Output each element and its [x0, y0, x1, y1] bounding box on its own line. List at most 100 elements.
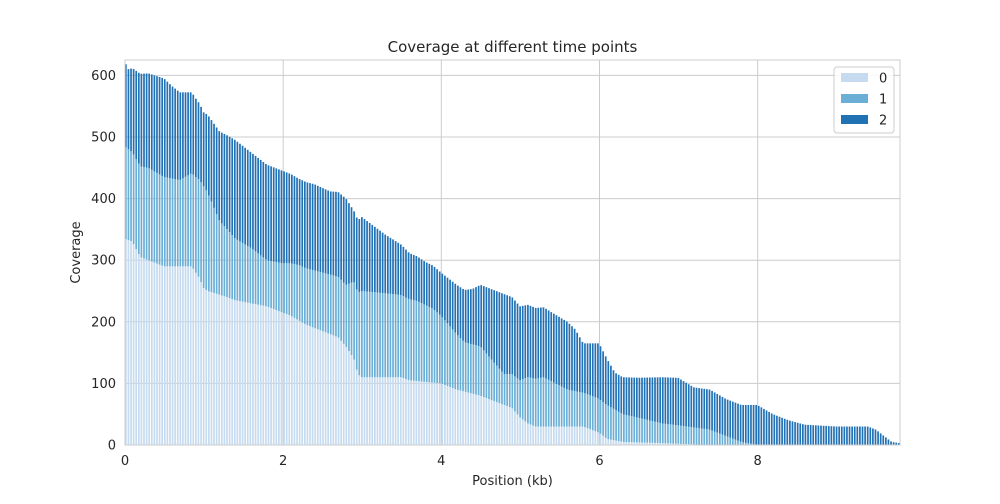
bar-segment-2	[296, 178, 298, 265]
bar-stack	[506, 295, 508, 445]
bar-stack	[312, 184, 314, 445]
bar-segment-1	[410, 300, 412, 381]
bar-stack	[211, 120, 213, 445]
bar-segment-2	[820, 426, 822, 445]
bar-segment-2	[677, 378, 679, 425]
bar-segment-2	[514, 301, 516, 377]
bar-stack	[571, 326, 573, 445]
bar-stack	[265, 164, 267, 445]
bar-segment-1	[301, 267, 303, 323]
bar-segment-1	[260, 255, 262, 305]
bar-segment-2	[449, 280, 451, 327]
bar-stack	[802, 424, 804, 445]
bar-segment-1	[631, 416, 633, 442]
bar-stack	[143, 74, 145, 445]
bar-stack	[677, 378, 679, 445]
bar-segment-2	[473, 288, 475, 344]
bar-stack	[221, 133, 223, 445]
bar-segment-0	[278, 311, 280, 445]
bar-segment-2	[416, 256, 418, 301]
bar-segment-2	[665, 377, 667, 423]
bar-segment-2	[255, 156, 257, 251]
bar-segment-2	[735, 403, 737, 440]
bar-segment-0	[299, 321, 301, 445]
bar-segment-1	[714, 432, 716, 445]
bar-stack	[291, 175, 293, 445]
bar-stack	[696, 388, 698, 445]
bar-segment-2	[649, 377, 651, 420]
bar-segment-1	[174, 179, 176, 266]
bar-stack	[844, 427, 846, 445]
bar-stack	[530, 306, 532, 445]
bar-stack	[167, 82, 169, 445]
bar-segment-0	[530, 424, 532, 445]
bar-segment-1	[146, 167, 148, 259]
bar-segment-2	[631, 378, 633, 417]
bar-segment-1	[257, 253, 259, 304]
bar-segment-2	[885, 437, 887, 445]
bar-segment-0	[553, 427, 555, 445]
bar-segment-1	[374, 292, 376, 377]
bar-stack	[519, 306, 521, 445]
bar-stack	[605, 356, 607, 445]
bar-stack	[436, 269, 438, 445]
bar-segment-0	[483, 397, 485, 445]
bar-stack	[683, 381, 685, 445]
bar-segment-2	[405, 250, 407, 298]
bar-stack	[690, 386, 692, 445]
bar-stack	[781, 418, 783, 445]
bar-segment-0	[327, 333, 329, 445]
x-tick-label: 4	[437, 454, 445, 469]
bar-segment-2	[594, 343, 596, 397]
bar-stack	[613, 370, 615, 445]
bar-segment-2	[213, 124, 215, 208]
bar-segment-1	[496, 366, 498, 403]
bar-stack	[685, 383, 687, 445]
bar-stack	[387, 236, 389, 445]
bar-segment-0	[374, 377, 376, 445]
bar-segment-0	[550, 427, 552, 445]
bar-stack	[524, 305, 526, 445]
bar-segment-1	[652, 421, 654, 443]
bar-stack	[177, 91, 179, 445]
bar-segment-1	[657, 422, 659, 443]
bar-stack	[345, 199, 347, 445]
bar-stack	[483, 286, 485, 445]
bar-stack	[351, 207, 353, 445]
bar-segment-1	[716, 433, 718, 445]
bar-segment-1	[317, 271, 319, 329]
bar-segment-2	[278, 169, 280, 262]
bar-segment-1	[190, 174, 192, 267]
bar-stack	[722, 397, 724, 445]
bar-segment-0	[146, 260, 148, 445]
bar-segment-0	[366, 377, 368, 445]
bar-segment-2	[872, 428, 874, 445]
bar-segment-0	[301, 322, 303, 445]
bar-stack	[333, 192, 335, 445]
bar-segment-0	[395, 377, 397, 445]
bar-segment-1	[594, 397, 596, 431]
bar-segment-2	[262, 162, 264, 257]
bar-segment-2	[491, 289, 493, 359]
bar-segment-2	[742, 405, 744, 442]
bar-stack	[226, 135, 228, 445]
bar-segment-0	[382, 377, 384, 445]
bar-stack	[659, 377, 661, 445]
bar-segment-1	[514, 376, 516, 411]
bar-stack	[615, 373, 617, 445]
bar-segment-2	[506, 295, 508, 374]
bar-segment-0	[449, 387, 451, 445]
bar-segment-2	[773, 415, 775, 445]
bar-segment-1	[161, 176, 163, 266]
bar-segment-2	[325, 189, 327, 273]
x-tick-label: 0	[121, 454, 129, 469]
bar-segment-2	[291, 175, 293, 264]
bar-segment-2	[465, 290, 467, 343]
bar-segment-0	[229, 298, 231, 445]
bar-segment-1	[379, 293, 381, 377]
bar-segment-2	[268, 165, 270, 260]
bar-stack	[602, 351, 604, 445]
bar-segment-1	[322, 273, 324, 332]
bar-segment-2	[654, 377, 656, 421]
bar-segment-2	[818, 425, 820, 445]
